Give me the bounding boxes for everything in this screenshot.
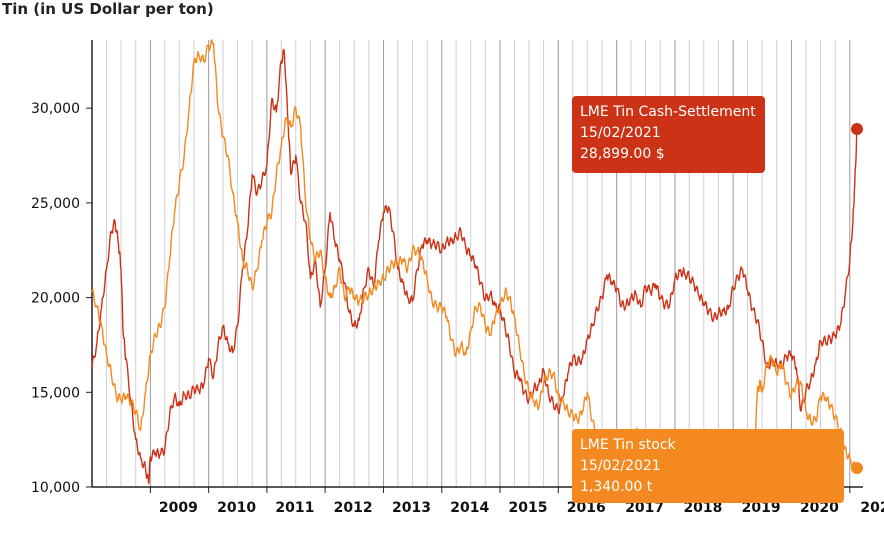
tooltip-cash-value: 28,899.00 $: [580, 146, 665, 162]
x-tick-label: 2012: [334, 500, 373, 516]
tooltip-tin-stock: LME Tin stock 15/02/2021 1,340.00 t: [572, 429, 844, 503]
y-tick-label: 30,000: [31, 101, 80, 117]
series-line-2: [751, 354, 858, 497]
x-tick-label: 2020: [800, 500, 839, 516]
y-tick-label: 10,000: [31, 480, 80, 496]
hover-markers: [851, 123, 863, 475]
x-tick-label: 2010: [217, 500, 256, 516]
axes: 10,000 15,000 20,000 25,000 30,000 2009 2010 20…: [31, 40, 884, 516]
x-tick-label: 2014: [450, 500, 489, 516]
tooltip-cash-title: LME Tin Cash-Settlement: [580, 104, 756, 120]
tooltip-stock-date: 15/02/2021: [580, 458, 661, 474]
tooltip-stock-value: 1,340.00 t: [580, 479, 653, 495]
tooltip-stock-title: LME Tin stock: [580, 437, 676, 453]
y-tick-label: 25,000: [31, 196, 80, 212]
x-tick-label: 2011: [275, 500, 314, 516]
stock-hover-marker: [851, 462, 863, 475]
tooltip-cash-date: 15/02/2021: [580, 125, 661, 141]
series-line-1: [91, 39, 652, 497]
series-lines: [91, 39, 858, 497]
x-tick-label: 202: [860, 500, 884, 516]
y-tick-label: 15,000: [31, 385, 80, 401]
chart-title: Tin (in US Dollar per ton): [2, 0, 214, 18]
series-line-0: [91, 49, 858, 484]
x-tick-label: 2013: [392, 500, 431, 516]
x-tick-label: 2016: [567, 500, 606, 516]
x-tick-label: 2019: [742, 500, 781, 516]
cash-hover-marker: [851, 123, 863, 136]
x-tick-label: 2017: [625, 500, 664, 516]
x-tick-label: 2009: [159, 500, 198, 516]
x-tick-label: 2018: [683, 500, 722, 516]
tooltip-cash-settlement: LME Tin Cash-Settlement 15/02/2021 28,89…: [572, 96, 765, 173]
y-tick-label: 20,000: [31, 291, 80, 307]
x-tick-label: 2015: [509, 500, 548, 516]
